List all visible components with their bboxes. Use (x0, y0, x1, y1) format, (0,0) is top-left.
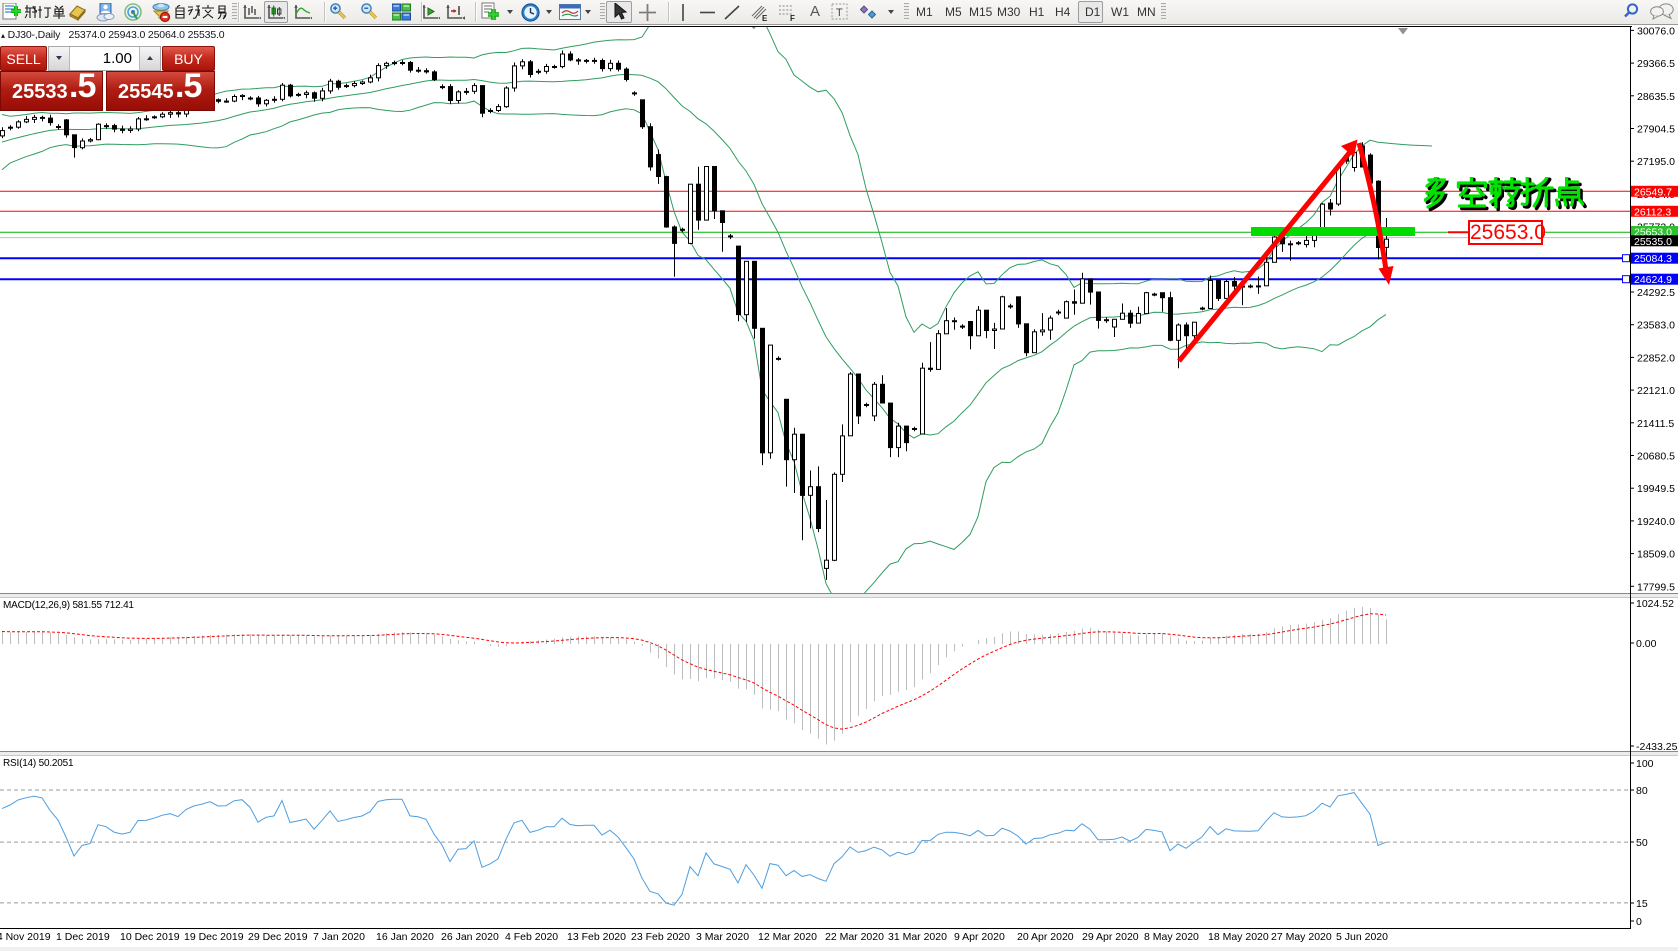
svg-text:22 Mar 2020: 22 Mar 2020 (825, 931, 884, 943)
svg-text:22852.0: 22852.0 (1637, 352, 1675, 364)
svg-text:50: 50 (1636, 837, 1648, 849)
svg-text:29366.5: 29366.5 (1637, 58, 1675, 70)
svg-text:18 May 2020: 18 May 2020 (1208, 931, 1269, 943)
svg-text:80: 80 (1636, 785, 1648, 797)
svg-text:22121.0: 22121.0 (1637, 385, 1675, 397)
svg-text:4 Feb 2020: 4 Feb 2020 (505, 931, 558, 943)
svg-text:7 Jan 2020: 7 Jan 2020 (313, 931, 365, 943)
svg-text:24624.9: 24624.9 (1634, 274, 1672, 286)
svg-text:23 Feb 2020: 23 Feb 2020 (631, 931, 690, 943)
svg-text:24 Nov 2019: 24 Nov 2019 (0, 931, 51, 943)
svg-text:8 May 2020: 8 May 2020 (1144, 931, 1199, 943)
svg-text:26549.7: 26549.7 (1634, 186, 1672, 198)
svg-text:1 Dec 2019: 1 Dec 2019 (56, 931, 110, 943)
svg-text:0: 0 (1636, 916, 1642, 928)
svg-text:25535.0: 25535.0 (1634, 236, 1672, 248)
svg-text:27195.0: 27195.0 (1637, 156, 1675, 168)
svg-text:F: F (790, 14, 795, 23)
svg-text:E: E (762, 14, 768, 23)
svg-text:T: T (836, 7, 843, 19)
svg-text:9 Apr 2020: 9 Apr 2020 (954, 931, 1005, 943)
svg-text:100: 100 (1636, 758, 1654, 770)
svg-text:20 Apr 2020: 20 Apr 2020 (1017, 931, 1074, 943)
svg-text:19 Dec 2019: 19 Dec 2019 (184, 931, 244, 943)
svg-text:12 Mar 2020: 12 Mar 2020 (758, 931, 817, 943)
svg-text:15: 15 (1636, 898, 1648, 910)
svg-text:28635.5: 28635.5 (1637, 91, 1675, 103)
svg-text:1024.52: 1024.52 (1636, 598, 1674, 610)
svg-text:19240.0: 19240.0 (1637, 516, 1675, 528)
svg-text:20680.5: 20680.5 (1637, 451, 1675, 463)
svg-text:RSI(14) 50.2051: RSI(14) 50.2051 (3, 758, 74, 769)
svg-text:25084.3: 25084.3 (1634, 253, 1672, 265)
svg-text:26 Jan 2020: 26 Jan 2020 (441, 931, 499, 943)
svg-text:10 Dec 2019: 10 Dec 2019 (120, 931, 180, 943)
svg-text:31 Mar 2020: 31 Mar 2020 (888, 931, 947, 943)
svg-text:23583.0: 23583.0 (1637, 320, 1675, 332)
svg-text:3 Mar 2020: 3 Mar 2020 (696, 931, 749, 943)
svg-text:29 Dec 2019: 29 Dec 2019 (248, 931, 308, 943)
svg-text:18509.0: 18509.0 (1637, 549, 1675, 561)
svg-text:27 May 2020: 27 May 2020 (1271, 931, 1332, 943)
svg-text:21411.5: 21411.5 (1637, 418, 1674, 430)
svg-text:MACD(12,26,9) 581.55 712.41: MACD(12,26,9) 581.55 712.41 (3, 600, 134, 611)
svg-text:24292.5: 24292.5 (1637, 287, 1675, 299)
svg-text:27904.5: 27904.5 (1637, 124, 1675, 136)
svg-text:-2433.25: -2433.25 (1636, 741, 1678, 753)
svg-text:29 Apr 2020: 29 Apr 2020 (1082, 931, 1139, 943)
svg-text:16 Jan 2020: 16 Jan 2020 (376, 931, 434, 943)
svg-text:26112.3: 26112.3 (1634, 206, 1671, 218)
svg-text:0.00: 0.00 (1636, 638, 1657, 650)
svg-text:30076.0: 30076.0 (1637, 25, 1675, 37)
svg-text:19949.5: 19949.5 (1637, 483, 1675, 495)
svg-text:13 Feb 2020: 13 Feb 2020 (567, 931, 626, 943)
svg-text:17799.5: 17799.5 (1637, 581, 1675, 593)
svg-text:5 Jun 2020: 5 Jun 2020 (1336, 931, 1388, 943)
